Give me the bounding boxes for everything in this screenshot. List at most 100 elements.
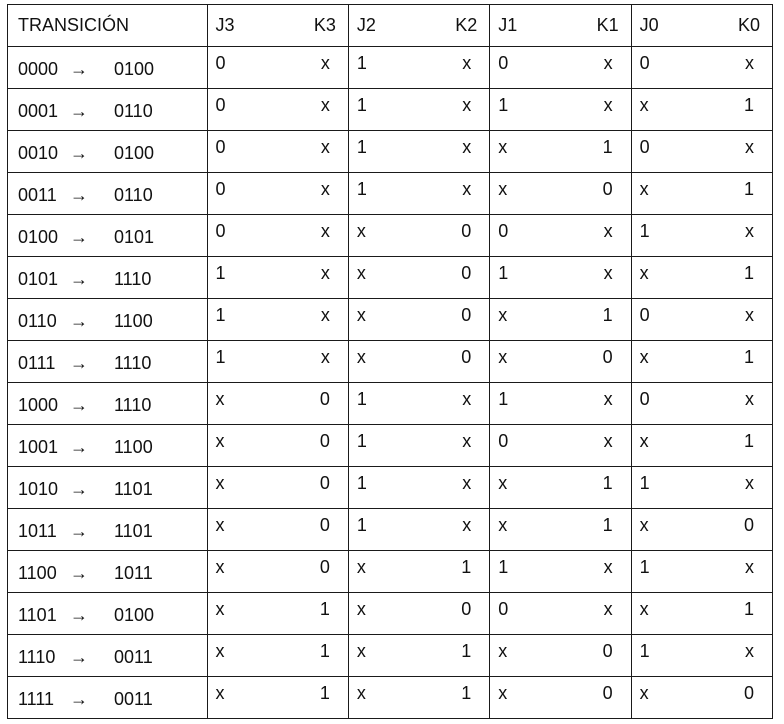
j-value: 1 [356,137,367,157]
j-value: x [498,137,508,157]
header-k0: K0 [737,15,760,35]
k-value: 0 [461,347,472,367]
to-state: 0011 [114,647,153,667]
to-state: 0110 [114,101,153,121]
k-value: 0 [319,515,330,535]
j-value: x [215,473,225,493]
table-body: 0000 → 0100 0 x 1 x 0 x 0 x 0001 → 0110 0 x 1 x 1 x x 1 0010 → 0… [7,46,774,719]
header-transition: TRANSICIÓN [7,4,208,47]
k-value: 0 [319,389,330,409]
table-row: 1101 → 0100 x 1 x 0 0 x x 1 [7,592,774,635]
k-value: x [745,641,754,661]
header-j0: J0 [639,15,659,35]
k-value: 0 [602,179,613,199]
table-row: 1110 → 0011 x 1 x 1 x 0 1 x [7,634,774,677]
to-state: 1110 [114,269,152,289]
j-value: x [215,515,225,535]
j-value: 0 [639,53,650,73]
k-value: 1 [319,641,330,661]
j-value: x [639,95,649,115]
k-value: 1 [602,473,613,493]
k-value: 0 [319,473,330,493]
j-value: 1 [356,515,367,535]
k-value: x [603,599,613,619]
arrow-right-icon: → [70,437,88,457]
k-value: 1 [461,641,472,661]
jk-transition-table: TRANSICIÓN J3 K3 J2 K2 J1 [7,4,774,719]
j-value: 0 [639,389,650,409]
table-container: TRANSICIÓN J3 K3 J2 K2 J1 [7,4,774,719]
to-state: 0110 [114,185,153,205]
transition-cell: 0001 → 0110 [7,88,208,131]
j-value: 1 [639,221,650,241]
arrow-right-icon: → [70,227,88,247]
k-value: x [462,431,472,451]
j-value: 1 [215,263,226,283]
transition-cell: 1111 → 0011 [7,676,208,719]
k-value: x [603,389,613,409]
arrow-right-icon: → [70,311,88,331]
j-value: x [215,683,225,703]
j-value: x [498,305,508,325]
transition-cell: 1000 → 1110 [7,382,208,425]
k-value: 1 [743,347,754,367]
k-value: x [603,53,613,73]
j-value: 1 [498,557,509,577]
header-k2: K2 [455,15,478,35]
transition-cell: 1110 → 0011 [7,634,208,677]
header-pair-2: J2 K2 [347,4,491,47]
j-value: 1 [639,641,650,661]
j-value: x [215,641,225,661]
j-value: 1 [356,95,367,115]
transition-cell: 1101 → 0100 [7,592,208,635]
k-value: x [603,557,613,577]
header-row: TRANSICIÓN J3 K3 J2 K2 J1 [7,4,774,47]
j-value: 1 [356,473,367,493]
from-state: 1110 [18,647,56,667]
j-value: x [215,431,225,451]
from-state: 1111 [18,689,55,709]
j-value: 1 [356,431,367,451]
k-value: 1 [743,95,754,115]
transition-cell: 0000 → 0100 [7,46,208,89]
arrow-right-icon: → [70,521,88,541]
j-value: x [498,683,508,703]
arrow-right-icon: → [70,479,88,499]
j-value: 1 [215,347,226,367]
k-value: 1 [743,263,754,283]
j-value: x [356,599,366,619]
j-value: 1 [356,389,367,409]
k-value: x [320,347,330,367]
from-state: 1001 [18,437,59,457]
table-row: 0000 → 0100 0 x 1 x 0 x 0 x [7,46,774,89]
